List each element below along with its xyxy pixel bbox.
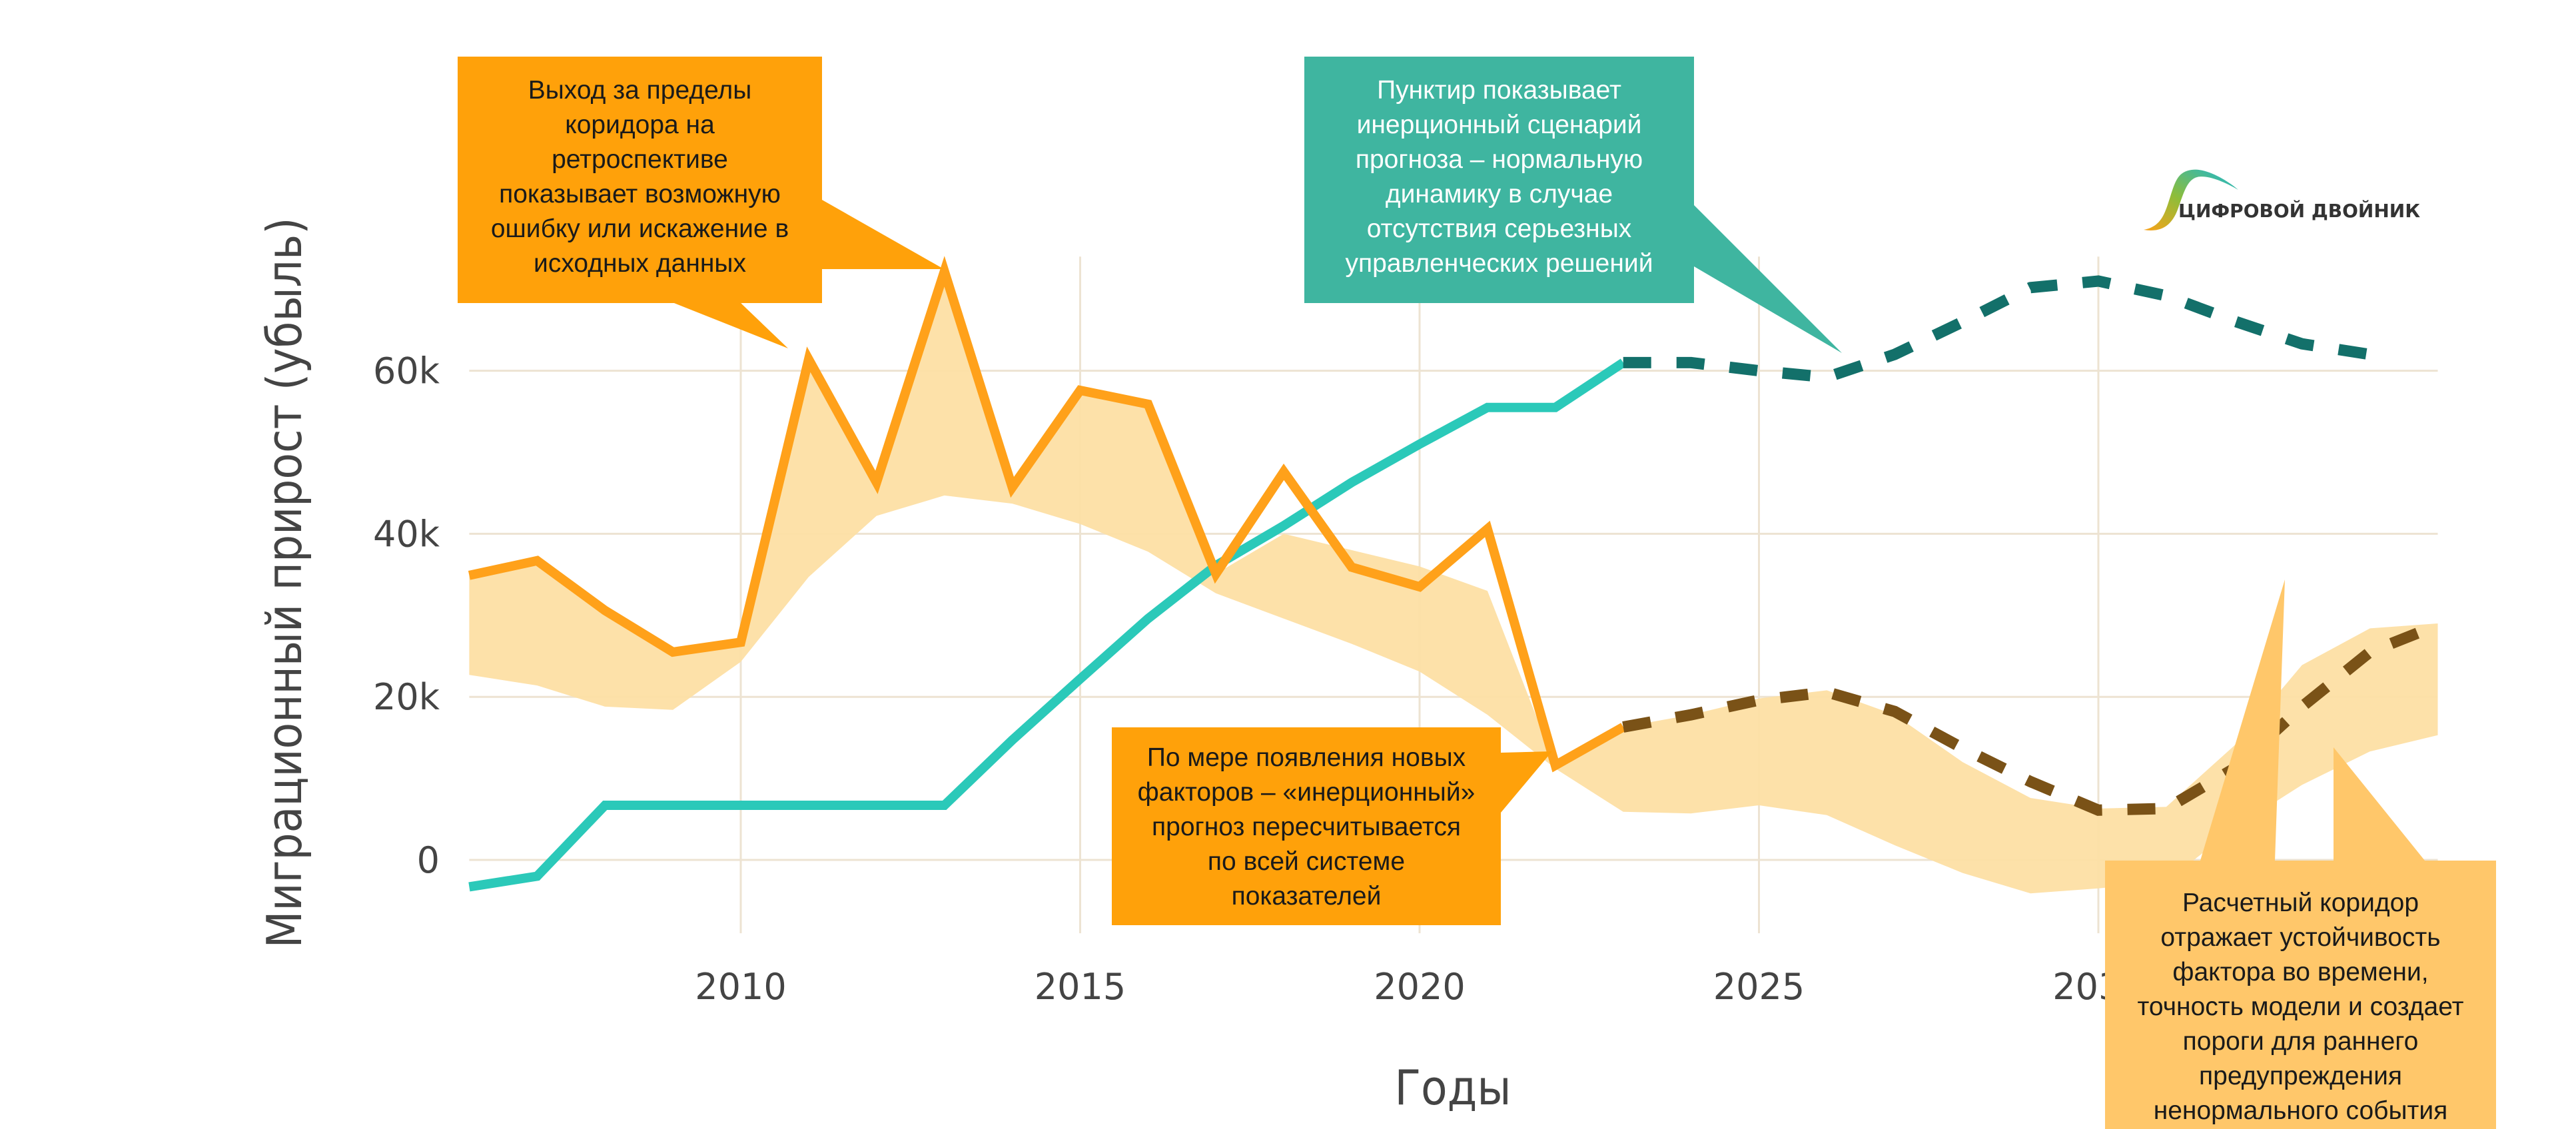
data-point bbox=[2437, 624, 2439, 625]
corridor-layer bbox=[469, 271, 2438, 894]
data-point bbox=[468, 575, 470, 576]
data-point bbox=[1826, 691, 1827, 693]
series-line-dashed bbox=[1623, 275, 2371, 384]
data-point bbox=[1351, 567, 1352, 568]
data-point bbox=[1894, 354, 1895, 355]
y-axis-ticks: 0 20k 40k 60k bbox=[373, 350, 440, 881]
data-point bbox=[1283, 471, 1284, 472]
x-tick-label: 2025 bbox=[1713, 966, 1805, 1008]
series-layer bbox=[468, 256, 2440, 892]
data-point bbox=[2098, 280, 2099, 282]
x-axis-ticks: 2010 2015 2020 2025 2030 bbox=[695, 966, 2144, 1008]
data-point bbox=[1759, 699, 1760, 701]
callout-corridor-error: Выход за пределы коридора на ретроспекти… bbox=[490, 76, 789, 278]
corridor-band bbox=[469, 271, 2438, 894]
data-point bbox=[604, 609, 606, 611]
logo-text: ЦИФРОВОЙ ДВОЙНИК bbox=[2178, 200, 2421, 222]
data-point bbox=[2369, 354, 2371, 355]
y-tick-label: 20k bbox=[373, 676, 440, 718]
data-point bbox=[1215, 573, 1216, 574]
data-point bbox=[944, 805, 945, 806]
data-point bbox=[1487, 528, 1488, 530]
data-point bbox=[1487, 407, 1488, 408]
data-point bbox=[1080, 390, 1081, 391]
data-point bbox=[1419, 444, 1420, 445]
y-axis-title: Миграционный прирост (убыль) bbox=[256, 218, 312, 948]
x-tick-label: 2015 bbox=[1035, 966, 1126, 1008]
wave-logo-icon bbox=[2144, 169, 2238, 230]
data-point bbox=[808, 805, 809, 806]
data-point bbox=[1623, 362, 1624, 363]
data-point bbox=[1555, 765, 1556, 766]
data-point bbox=[2098, 809, 2099, 811]
data-point bbox=[536, 875, 538, 877]
callout-corridor-meaning: Расчетный коридор отражает устойчивость … bbox=[2137, 889, 2464, 1125]
data-point bbox=[1012, 487, 1013, 488]
data-point bbox=[1351, 482, 1352, 483]
data-point bbox=[672, 651, 673, 653]
data-point bbox=[1826, 376, 1827, 378]
x-axis-title: Годы bbox=[1394, 1060, 1511, 1116]
callout-1-shape bbox=[458, 57, 944, 348]
series-line-dashed bbox=[1622, 619, 2440, 816]
data-point bbox=[876, 805, 877, 806]
data-point bbox=[1962, 747, 1963, 749]
data-point bbox=[1759, 370, 1760, 372]
data-point bbox=[2166, 295, 2167, 296]
data-point bbox=[1894, 711, 1895, 712]
data-point bbox=[1962, 321, 1963, 322]
data-point bbox=[808, 358, 809, 360]
data-point bbox=[1555, 407, 1556, 408]
data-point bbox=[1623, 726, 1624, 727]
callout-2-shape bbox=[1304, 57, 1842, 353]
data-point bbox=[2234, 320, 2235, 322]
data-point bbox=[536, 560, 538, 562]
x-tick-label: 2020 bbox=[1374, 966, 1465, 1008]
data-point bbox=[2302, 343, 2303, 344]
callout-recalculation: По мере появления новых факторов – «инер… bbox=[1137, 743, 1476, 911]
data-point bbox=[604, 805, 606, 806]
data-point bbox=[672, 805, 673, 806]
data-point bbox=[876, 482, 877, 483]
data-point bbox=[740, 641, 741, 643]
data-point bbox=[1012, 739, 1013, 741]
data-point bbox=[740, 805, 741, 806]
data-point bbox=[1283, 525, 1284, 526]
series-line bbox=[468, 358, 1626, 892]
data-point bbox=[2369, 651, 2371, 653]
data-point bbox=[1147, 618, 1148, 619]
callout-4-shape bbox=[2105, 579, 2496, 1129]
y-tick-label: 0 bbox=[417, 839, 440, 881]
y-tick-label: 40k bbox=[373, 513, 440, 555]
y-tick-label: 60k bbox=[373, 350, 440, 392]
data-point bbox=[2302, 706, 2303, 707]
data-point bbox=[1419, 586, 1420, 587]
data-point bbox=[2166, 808, 2167, 809]
data-point bbox=[2030, 287, 2031, 288]
data-point bbox=[1691, 714, 1692, 715]
callout-inertial-scenario: Пунктир показывает инерционный сценарий … bbox=[1345, 76, 1653, 278]
data-point bbox=[944, 270, 945, 272]
data-point bbox=[2030, 781, 2031, 782]
data-point bbox=[1147, 404, 1148, 405]
x-tick-label: 2010 bbox=[695, 966, 786, 1008]
callout-3-shape bbox=[1112, 727, 1552, 925]
data-point bbox=[1080, 678, 1081, 679]
series-line bbox=[468, 256, 1626, 773]
data-point bbox=[1691, 362, 1692, 363]
data-point bbox=[468, 886, 470, 887]
